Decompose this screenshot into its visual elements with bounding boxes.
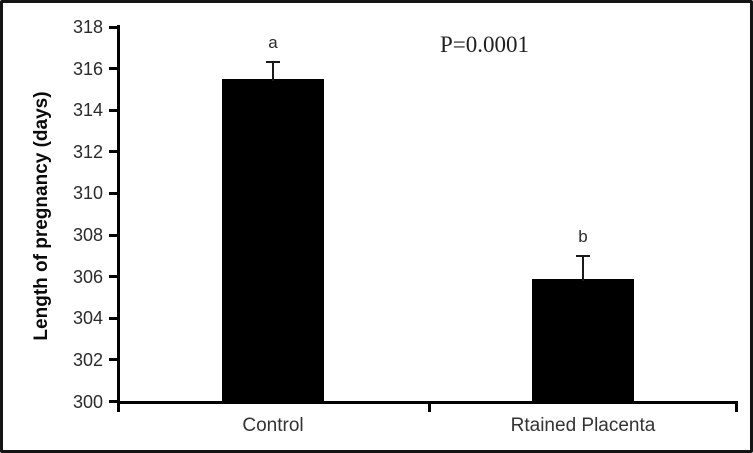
error-bar-line <box>272 62 274 81</box>
y-axis-tick <box>109 233 117 237</box>
y-axis-tick <box>109 275 117 279</box>
y-axis-line <box>117 25 120 404</box>
y-axis-tick-label: 314 <box>72 100 103 121</box>
error-bar-cap <box>266 61 280 64</box>
y-axis-tick-label: 310 <box>72 183 103 204</box>
y-axis-tick-label: 318 <box>72 17 103 37</box>
x-axis-line <box>117 401 738 404</box>
y-axis-tick-label: 306 <box>72 266 103 287</box>
bar-rtained-placenta <box>532 278 634 402</box>
y-axis-tick-label: 300 <box>72 391 103 412</box>
significance-letter: a <box>268 33 278 53</box>
p-value-annotation: P=0.0001 <box>440 32 530 57</box>
y-axis-tick-label: 304 <box>72 308 103 329</box>
error-bar-cap <box>576 254 590 257</box>
x-category-label: Control <box>242 415 304 436</box>
x-axis-tick <box>428 404 431 412</box>
y-axis-tick-label: 302 <box>72 349 103 370</box>
error-bar-line <box>582 255 584 281</box>
x-category-label: Rtained Placenta <box>510 415 656 436</box>
y-axis-tick <box>109 400 117 403</box>
x-axis-tick <box>117 404 120 412</box>
y-axis-tick <box>109 150 117 154</box>
x-axis-tick <box>735 404 738 412</box>
y-axis-tick <box>109 191 117 195</box>
y-axis-tick-label: 308 <box>72 225 103 246</box>
y-axis-tick <box>109 316 117 320</box>
significance-letter: b <box>578 226 588 246</box>
y-axis-tick <box>109 67 117 71</box>
y-axis-tick <box>109 108 117 112</box>
bar-control <box>222 79 324 402</box>
y-axis-tick <box>109 25 117 29</box>
y-axis-tick-label: 312 <box>72 141 103 162</box>
y-axis-title: Length of pregnancy (days) <box>31 91 52 341</box>
y-axis-tick-label: 316 <box>72 58 103 79</box>
y-axis-tick <box>109 358 117 362</box>
